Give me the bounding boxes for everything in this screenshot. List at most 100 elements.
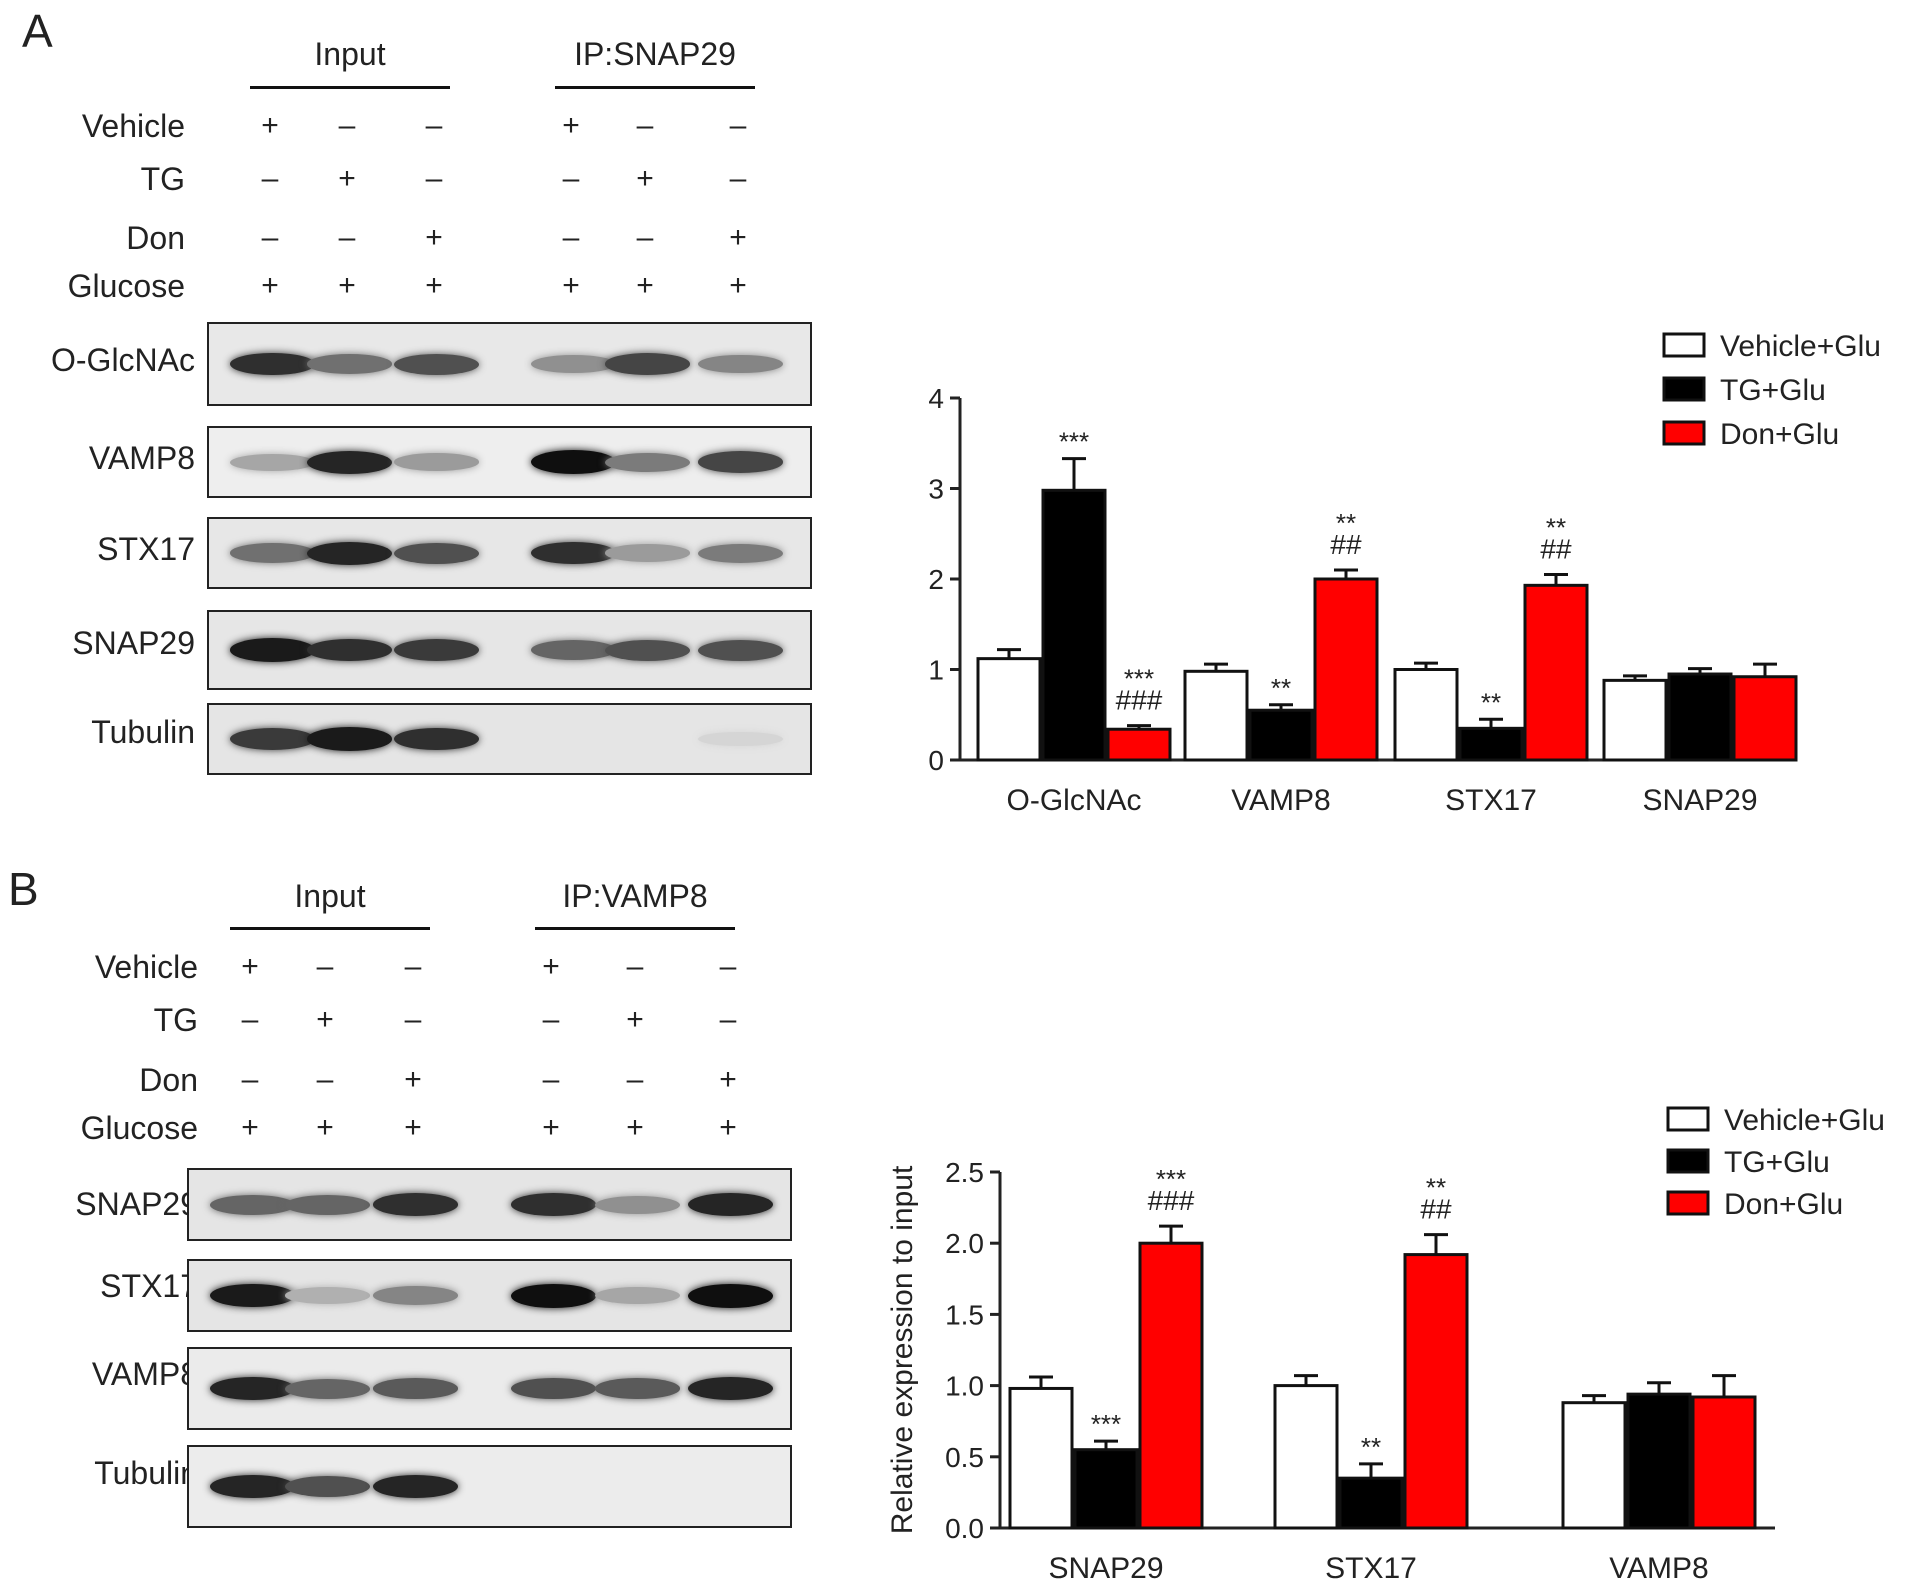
significance-mark: ** (1426, 1173, 1446, 1203)
bar (1315, 579, 1377, 760)
condition-sign: – (419, 109, 449, 143)
bar (1250, 710, 1312, 760)
ip-header-line (555, 86, 755, 89)
legend-swatch (1664, 334, 1704, 356)
condition-sign: – (332, 109, 362, 143)
blot-band (307, 451, 392, 474)
condition-label: Don (0, 1062, 198, 1099)
blot-strip (187, 1445, 792, 1528)
blot-band (307, 542, 392, 565)
condition-sign: + (235, 1111, 265, 1145)
blot-band (605, 353, 690, 375)
blot-label: SNAP29 (0, 625, 195, 662)
blot-band (511, 1284, 596, 1308)
category-label: O-GlcNAc (1007, 784, 1142, 817)
condition-sign: – (713, 950, 743, 984)
legend-label: Vehicle+Glu (1724, 1104, 1885, 1137)
blot-strip (187, 1347, 792, 1430)
y-tick-label: 1.5 (945, 1299, 984, 1330)
condition-sign: – (556, 162, 586, 196)
condition-sign: – (713, 1003, 743, 1037)
blot-band (230, 543, 315, 563)
blot-band (210, 1377, 295, 1400)
blot-band (285, 1379, 370, 1399)
blot-band (698, 355, 783, 374)
category-label: VAMP8 (1609, 1552, 1708, 1585)
condition-sign: – (620, 950, 650, 984)
condition-sign: – (556, 221, 586, 255)
y-tick-label: 2.0 (945, 1228, 984, 1259)
blot-label: STX17 (0, 531, 195, 568)
blot-band (688, 1284, 773, 1308)
blot-band (511, 1378, 596, 1399)
panel-letter: B (8, 862, 39, 916)
significance-mark: ** (1336, 508, 1356, 538)
blot-band (605, 640, 690, 661)
blot-band (531, 355, 616, 373)
blot-band (511, 1193, 596, 1216)
condition-sign: + (556, 109, 586, 143)
y-tick-label: 2 (928, 564, 944, 595)
condition-sign: + (310, 1111, 340, 1145)
bar (1108, 729, 1170, 760)
significance-mark: ## (1420, 1194, 1452, 1225)
y-axis-label: Relative expression to input (886, 1165, 919, 1534)
bar (1395, 670, 1457, 761)
blot-band (373, 1475, 458, 1498)
condition-label: TG (0, 161, 185, 198)
blot-label: VAMP8 (0, 440, 195, 477)
significance-mark: *** (1091, 1409, 1121, 1439)
blot-label: O-GlcNAc (0, 342, 195, 379)
bar (1628, 1394, 1690, 1528)
condition-sign: + (620, 1003, 650, 1037)
blot-band (230, 454, 315, 471)
condition-sign: – (310, 1063, 340, 1097)
condition-label: Glucose (0, 1110, 198, 1147)
condition-sign: + (398, 1063, 428, 1097)
legend-swatch (1664, 422, 1704, 444)
condition-sign: + (332, 162, 362, 196)
condition-sign: – (620, 1063, 650, 1097)
condition-sign: – (255, 162, 285, 196)
condition-label: Vehicle (0, 108, 185, 145)
condition-sign: + (713, 1063, 743, 1097)
significance-mark: ### (1148, 1185, 1195, 1216)
blot-band (698, 544, 783, 563)
bar (1604, 680, 1666, 760)
blot-label: STX17 (0, 1268, 198, 1305)
condition-sign: – (398, 950, 428, 984)
blot-band (210, 1284, 295, 1308)
blot-band (285, 1287, 370, 1304)
condition-sign: – (536, 1003, 566, 1037)
condition-sign: – (419, 162, 449, 196)
blot-strip (187, 1259, 792, 1332)
blot-strip (187, 1168, 792, 1241)
blot-band (373, 1286, 458, 1305)
condition-sign: – (723, 162, 753, 196)
blot-band (688, 1377, 773, 1400)
condition-label: Vehicle (0, 949, 198, 986)
blot-band (394, 354, 479, 375)
bar (1525, 585, 1587, 760)
condition-sign: – (332, 221, 362, 255)
category-label: VAMP8 (1231, 784, 1330, 817)
blot-band (394, 639, 479, 661)
input-header: Input (230, 878, 430, 915)
bar (1275, 1386, 1337, 1528)
ip-header: IP:SNAP29 (555, 36, 755, 73)
condition-sign: + (630, 162, 660, 196)
legend-label: Don+Glu (1720, 418, 1839, 451)
significance-mark: ## (1330, 529, 1362, 560)
blot-band (285, 1476, 370, 1497)
chart-B: 0.0 0.5 1.0 1.5 2.0 2.5 Relative expression to… (886, 1104, 1885, 1585)
blot-band (230, 638, 315, 662)
blot-band (373, 1378, 458, 1399)
category-label: SNAP29 (1048, 1552, 1163, 1585)
blot-strip (207, 322, 812, 406)
blot-label: SNAP29 (0, 1186, 198, 1223)
blot-band (307, 727, 392, 751)
condition-sign: – (310, 950, 340, 984)
y-tick-label: 4 (928, 383, 944, 414)
y-tick-label: 0.5 (945, 1442, 984, 1473)
input-header: Input (250, 36, 450, 73)
